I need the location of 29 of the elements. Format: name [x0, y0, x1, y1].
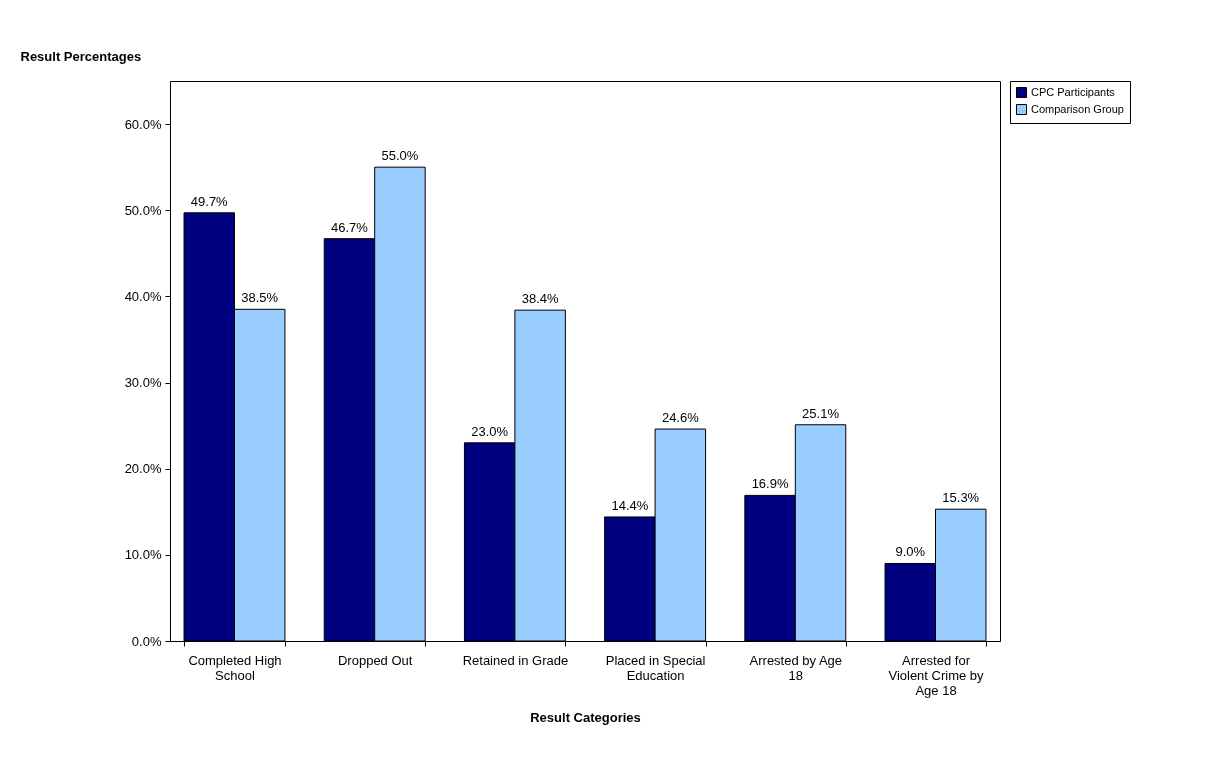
x-tick-label: Retained in Grade — [462, 652, 569, 668]
y-tick-label: 40.0% — [124, 288, 162, 304]
y-tick-label: 50.0% — [124, 202, 162, 218]
data-label: 49.7% — [190, 193, 229, 209]
data-label: 38.4% — [521, 291, 559, 307]
x-tick-label: Dropped Out — [337, 652, 413, 668]
y-tick-label: 20.0% — [124, 461, 162, 477]
y-axis-title: Result Percentages — [20, 48, 142, 64]
data-label: 24.6% — [661, 410, 700, 426]
x-tick-label: Arrested by Age 18 — [749, 652, 843, 683]
y-tick-label: 0.0% — [131, 633, 162, 649]
data-label: 46.7% — [331, 219, 369, 235]
legend-label: CPC Participants — [1031, 85, 1116, 98]
x-tick-label: Completed High School — [188, 652, 282, 683]
data-label: 55.0% — [381, 148, 419, 164]
y-tick-label: 30.0% — [124, 375, 162, 391]
data-label: 38.5% — [241, 290, 279, 306]
x-tick-label: Arrested for Violent Crime by Age 18 — [888, 652, 985, 698]
data-label: 15.3% — [942, 490, 980, 506]
data-label: 9.0% — [895, 544, 926, 560]
x-tick-label: Placed in Special Education — [605, 652, 706, 683]
y-tick-label: 60.0% — [124, 116, 162, 132]
x-axis-title: Result Categories — [530, 709, 641, 725]
data-label: 16.9% — [751, 476, 789, 492]
y-tick-label: 10.0% — [124, 547, 162, 563]
data-label: 23.0% — [471, 423, 509, 439]
data-label: 25.1% — [802, 405, 840, 421]
data-label: 14.4% — [611, 497, 649, 513]
legend-label: Comparison Group — [1031, 102, 1124, 115]
